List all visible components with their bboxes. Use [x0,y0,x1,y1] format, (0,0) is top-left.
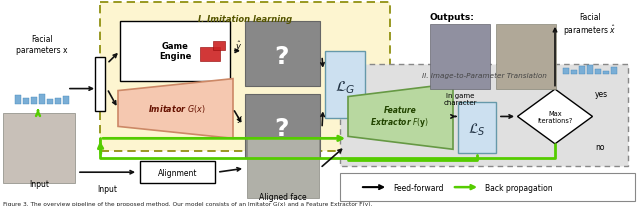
Bar [587,65,593,74]
Text: yes: yes [595,90,608,99]
Bar [340,173,635,201]
Text: In game
character: In game character [444,92,477,105]
Polygon shape [518,90,593,144]
Bar [15,96,21,104]
Bar [120,22,230,81]
Text: Facial
parameters $\hat{x}$: Facial parameters $\hat{x}$ [563,13,616,38]
Bar [595,70,601,74]
Bar [496,25,556,89]
Bar [563,69,569,74]
Bar [430,25,490,89]
Bar [245,94,320,158]
Text: Input: Input [29,179,49,188]
Text: $\hat{y}$: $\hat{y}$ [236,39,243,54]
Text: ?: ? [275,117,289,141]
Bar [31,97,37,104]
Text: $\mathcal{L}_G$: $\mathcal{L}_G$ [335,79,355,95]
Bar [603,71,609,74]
Text: no: no [595,142,605,151]
Text: y: y [237,113,241,122]
Bar [458,102,496,153]
Bar [325,52,365,119]
Bar [63,96,69,104]
Polygon shape [118,79,233,139]
Text: Figure 3. The overview pipeline of the proposed method. Our model consists of an: Figure 3. The overview pipeline of the p… [3,201,372,206]
Bar [200,48,220,61]
Polygon shape [348,84,453,150]
Text: Back propagation: Back propagation [485,183,552,192]
Text: Max
iterations?: Max iterations? [538,110,573,123]
Bar [140,162,215,183]
Bar [611,68,617,74]
Text: Outputs:: Outputs: [430,13,475,22]
Text: ?: ? [275,44,289,68]
Text: Input: Input [97,184,117,193]
Bar [23,99,29,104]
Bar [247,139,319,198]
Text: Facial
parameters x: Facial parameters x [16,35,68,54]
Bar [100,3,390,152]
Text: I. Imitation learning: I. Imitation learning [198,15,292,24]
Text: II. Image-to-Parameter Translation: II. Image-to-Parameter Translation [422,72,547,78]
Text: Game
Engine: Game Engine [159,42,191,61]
Bar [39,95,45,104]
Text: Imitator $G(x)$: Imitator $G(x)$ [148,103,206,115]
Bar [55,98,61,104]
Text: Aligned face: Aligned face [259,192,307,201]
Bar [245,22,320,86]
Bar [95,57,105,112]
Text: Alignment: Alignment [158,168,198,177]
Bar [340,64,628,166]
Text: Feature
Extractor $F(\mathbf{y})$: Feature Extractor $F(\mathbf{y})$ [371,105,429,129]
Bar [579,67,585,74]
Text: $\mathcal{L}_S$: $\mathcal{L}_S$ [468,121,486,137]
Bar [571,71,577,74]
Bar [47,100,53,104]
Bar [213,42,225,50]
Bar [3,114,75,183]
Text: Feed-forward: Feed-forward [393,183,444,192]
